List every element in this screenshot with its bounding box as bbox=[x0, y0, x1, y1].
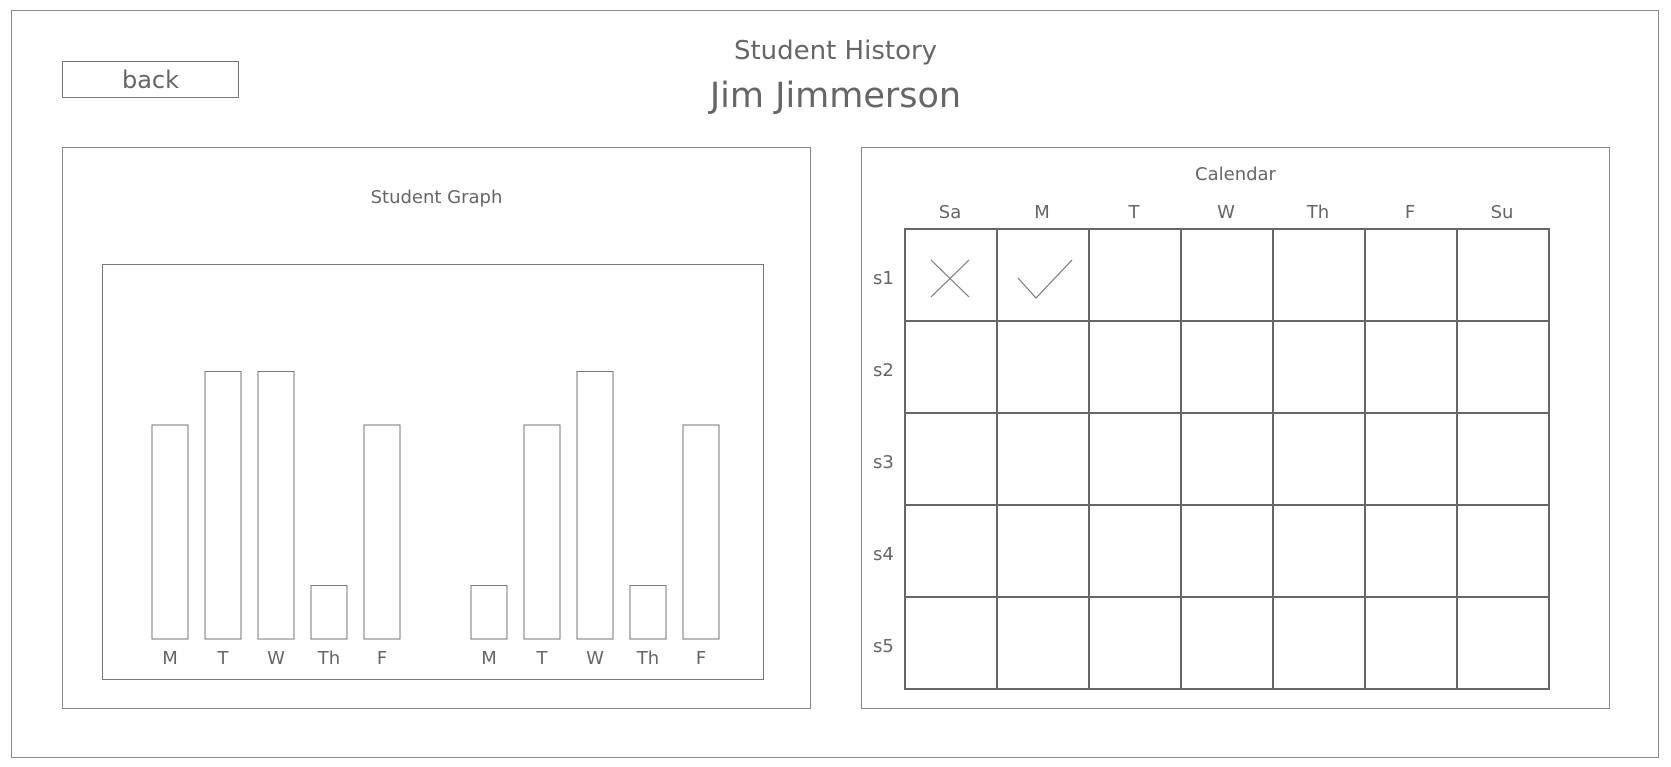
session-label-s1: s1 bbox=[873, 268, 894, 289]
x-tick-label: T bbox=[217, 648, 230, 669]
chart-area: M T W Th F M T W Th F bbox=[102, 264, 764, 680]
bar-1-t bbox=[523, 424, 561, 640]
day-label-th: Th bbox=[1306, 202, 1330, 223]
bar-1-w bbox=[576, 371, 614, 640]
calendar-cell-s2-m[interactable] bbox=[996, 320, 1090, 414]
session-label-s2: s2 bbox=[873, 360, 894, 381]
x-tick-label: W bbox=[267, 648, 285, 669]
calendar-cell-s2-sa[interactable] bbox=[904, 320, 998, 414]
day-label-sa: Sa bbox=[938, 202, 962, 223]
page-subtitle: Student History bbox=[733, 36, 938, 66]
calendar-cell-s5-f[interactable] bbox=[1364, 596, 1458, 690]
bar-0-m bbox=[151, 424, 189, 640]
calendar-cell-s5-t[interactable] bbox=[1088, 596, 1182, 690]
x-tick-label: W bbox=[586, 648, 604, 669]
calendar-row-s5 bbox=[904, 596, 1550, 690]
calendar-cell-s4-th[interactable] bbox=[1272, 504, 1366, 598]
calendar-title: Calendar bbox=[1195, 164, 1276, 185]
calendar-cell-s3-f[interactable] bbox=[1364, 412, 1458, 506]
calendar-cell-s2-su[interactable] bbox=[1456, 320, 1550, 414]
calendar-cell-s4-f[interactable] bbox=[1364, 504, 1458, 598]
student-graph-panel: Student Graph bbox=[62, 147, 811, 709]
session-label-s4: s4 bbox=[873, 544, 894, 565]
calendar-cell-s4-su[interactable] bbox=[1456, 504, 1550, 598]
calendar-panel: Calendar bbox=[861, 147, 1610, 709]
calendar-cell-s4-sa[interactable] bbox=[904, 504, 998, 598]
calendar-cell-s5-sa[interactable] bbox=[904, 596, 998, 690]
bar-0-w bbox=[257, 371, 295, 640]
calendar-cell-s5-w[interactable] bbox=[1180, 596, 1274, 690]
back-button[interactable]: back bbox=[62, 61, 239, 98]
calendar-cell-s2-f[interactable] bbox=[1364, 320, 1458, 414]
day-label-f: F bbox=[1404, 202, 1416, 223]
x-tick-label: Th bbox=[636, 648, 659, 669]
calendar-row-s4 bbox=[904, 504, 1550, 598]
calendar-row-s1 bbox=[904, 228, 1550, 322]
calendar-cell-s5-m[interactable] bbox=[996, 596, 1090, 690]
calendar-row-s2 bbox=[904, 320, 1550, 414]
calendar-cell-s2-th[interactable] bbox=[1272, 320, 1366, 414]
session-label-s5: s5 bbox=[873, 636, 894, 657]
x-tick-label: F bbox=[696, 648, 706, 669]
calendar-cell-s5-su[interactable] bbox=[1456, 596, 1550, 690]
calendar-cell-s4-w[interactable] bbox=[1180, 504, 1274, 598]
x-tick-label: M bbox=[162, 648, 178, 669]
calendar-cell-s1-m[interactable] bbox=[996, 228, 1090, 322]
calendar-cell-s3-m[interactable] bbox=[996, 412, 1090, 506]
calendar-cell-s1-su[interactable] bbox=[1456, 228, 1550, 322]
x-tick-label: Th bbox=[317, 648, 340, 669]
calendar-cell-s1-f[interactable] bbox=[1364, 228, 1458, 322]
day-label-m: M bbox=[1034, 202, 1050, 223]
calendar-cell-s3-th[interactable] bbox=[1272, 412, 1366, 506]
calendar-cell-s4-m[interactable] bbox=[996, 504, 1090, 598]
bar-1-th bbox=[629, 585, 667, 640]
bar-0-th bbox=[310, 585, 348, 640]
calendar-cell-s5-th[interactable] bbox=[1272, 596, 1366, 690]
x-tick-label: M bbox=[481, 648, 497, 669]
calendar-cell-s2-t[interactable] bbox=[1088, 320, 1182, 414]
calendar-cell-s1-w[interactable] bbox=[1180, 228, 1274, 322]
calendar-cell-s1-t[interactable] bbox=[1088, 228, 1182, 322]
graph-title: Student Graph bbox=[370, 187, 503, 208]
app-frame bbox=[11, 10, 1659, 758]
calendar-cell-s3-sa[interactable] bbox=[904, 412, 998, 506]
calendar-row-s3 bbox=[904, 412, 1550, 506]
bar-chart: M T W Th F M T W Th F bbox=[151, 371, 720, 669]
calendar-cell-s2-w[interactable] bbox=[1180, 320, 1274, 414]
calendar-cell-s1-sa[interactable] bbox=[904, 228, 998, 322]
x-tick-label: T bbox=[536, 648, 549, 669]
session-label-s3: s3 bbox=[873, 452, 894, 473]
calendar-grid bbox=[904, 228, 1550, 690]
bar-0-f bbox=[363, 424, 401, 640]
student-name: Jim Jimmerson bbox=[709, 76, 962, 116]
bar-0-t bbox=[204, 371, 242, 640]
calendar-cell-s3-t[interactable] bbox=[1088, 412, 1182, 506]
day-label-t: T bbox=[1128, 202, 1140, 223]
bar-1-f bbox=[682, 424, 720, 640]
bar-1-m bbox=[470, 585, 508, 640]
calendar-cell-s3-w[interactable] bbox=[1180, 412, 1274, 506]
calendar-cell-s4-t[interactable] bbox=[1088, 504, 1182, 598]
calendar-cell-s3-su[interactable] bbox=[1456, 412, 1550, 506]
calendar-cell-s1-th[interactable] bbox=[1272, 228, 1366, 322]
x-tick-label: F bbox=[377, 648, 387, 669]
day-label-w: W bbox=[1217, 202, 1235, 223]
day-label-su: Su bbox=[1490, 202, 1514, 223]
